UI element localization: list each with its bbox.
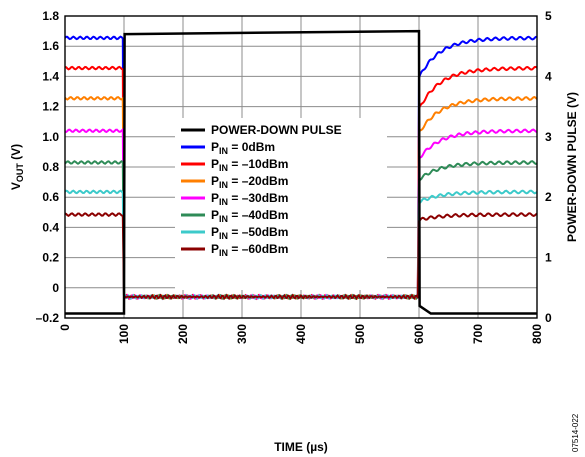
legend-label: PIN = –20dBm — [211, 174, 288, 190]
series-curves — [64, 35, 538, 301]
x-tick-label: 800 — [530, 324, 544, 344]
y-right-tick-label: 3 — [545, 130, 552, 144]
legend-label: PIN = –40dBm — [211, 208, 288, 224]
y-left-tick-label: 1.4 — [42, 69, 59, 83]
y-right-tick-label: 0 — [545, 311, 552, 325]
x-tick-label: 100 — [117, 324, 131, 344]
x-axis-label: TIME (µs) — [274, 440, 328, 454]
x-tick-label: 0 — [58, 324, 72, 331]
y-axis-left-label: VOUT (V) — [9, 144, 25, 190]
y-right-tick-label: 2 — [545, 190, 552, 204]
y-left-tick-label: 0.6 — [42, 190, 59, 204]
y-left-tick-label: 0.4 — [42, 220, 59, 234]
pulse-layer — [65, 29, 537, 315]
legend-label: PIN = –30dBm — [211, 191, 288, 207]
legend-label: PIN = 0dBm — [211, 140, 275, 156]
plot-frame — [64, 15, 538, 319]
y-right-tick-label: 4 — [545, 69, 552, 83]
y-right-tick-label: 5 — [545, 9, 552, 23]
y-axis-left-label-main: V — [9, 182, 23, 190]
x-tick-label: 400 — [294, 324, 308, 344]
x-tick-label: 500 — [353, 324, 367, 344]
x-tick-label: 700 — [471, 324, 485, 344]
legend-label: PIN = –60dBm — [211, 242, 288, 258]
y-left-tick-label: –0.2 — [36, 311, 60, 325]
tick-labels: 0 100 200 300 400 500 600 700 800–0.200.20.40.60… — [36, 9, 552, 344]
y-left-tick-label: 1.2 — [42, 100, 59, 114]
legend-label: POWER-DOWN PULSE — [211, 123, 342, 137]
y-left-tick-label: 1.0 — [42, 130, 59, 144]
y-left-tick-label: 0.8 — [42, 160, 59, 174]
y-left-tick-label: 0 — [52, 281, 59, 295]
y-left-tick-label: 1.6 — [42, 39, 59, 53]
y-axis-left-label-unit: (V) — [9, 144, 23, 163]
y-axis-right-label: POWER-DOWN PULSE (V) — [565, 92, 579, 242]
x-tick-label: 300 — [235, 324, 249, 344]
y-left-tick-label: 1.8 — [42, 9, 59, 23]
y-left-tick-label: 0.2 — [42, 251, 59, 265]
x-tick-label: 200 — [176, 324, 190, 344]
y-axis-left-label-sub: OUT — [15, 163, 25, 183]
series-line — [64, 212, 538, 301]
figure-id: 07514-022 — [571, 413, 580, 452]
legend-background — [175, 118, 387, 290]
legend-label: PIN = –50dBm — [211, 225, 288, 241]
x-tick-label: 600 — [412, 324, 426, 344]
pulse-line — [65, 29, 537, 315]
legend-label: PIN = –10dBm — [211, 157, 288, 173]
y-right-tick-label: 1 — [545, 251, 552, 265]
